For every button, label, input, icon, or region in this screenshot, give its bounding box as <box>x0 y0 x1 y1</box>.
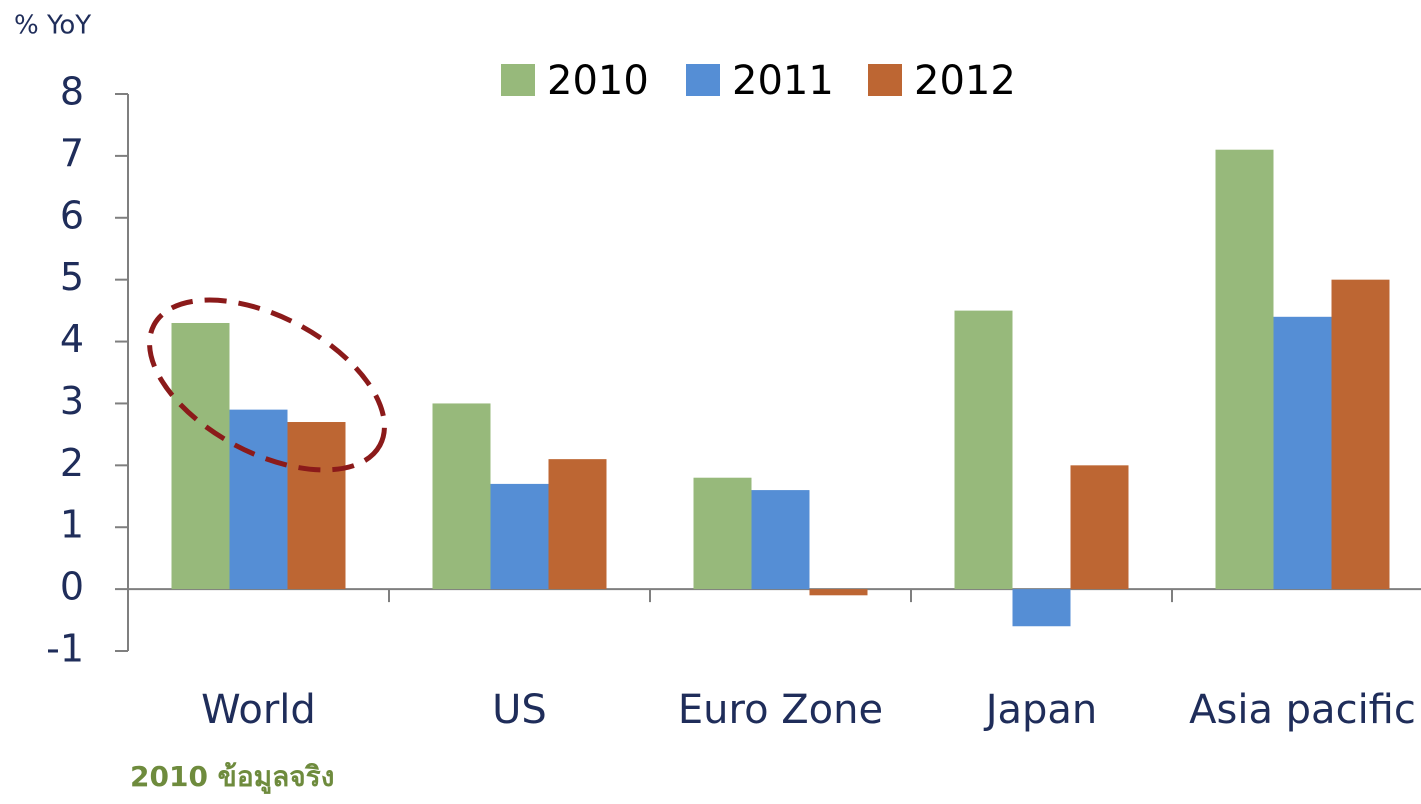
x-tick-label: World <box>201 687 316 733</box>
x-tick-label: Japan <box>983 687 1098 733</box>
y-tick-label: 6 <box>60 193 84 237</box>
y-tick-label: 1 <box>60 503 84 547</box>
y-axis-label: % YoY <box>14 11 91 41</box>
bar <box>1331 279 1390 590</box>
y-tick-label: -1 <box>46 627 84 671</box>
y-tick-label: 0 <box>60 565 84 609</box>
legend-label: 2012 <box>914 58 1016 104</box>
highlight-ellipse <box>147 297 387 473</box>
y-tick-label: 5 <box>60 255 84 299</box>
x-tick-label: US <box>492 687 547 733</box>
bar <box>287 422 346 590</box>
y-tick-label: 4 <box>60 317 84 361</box>
bar <box>229 409 288 590</box>
legend-label: 2010 <box>547 58 649 104</box>
bar <box>1070 465 1129 590</box>
legend-swatch <box>868 64 902 96</box>
bar <box>954 310 1013 590</box>
y-tick-label: 8 <box>60 70 84 114</box>
annotation: 2010 ข้อมูลจริง <box>130 760 334 794</box>
bar <box>1215 149 1274 590</box>
bar <box>809 589 868 596</box>
y-tick-label: 2 <box>60 441 84 485</box>
bar <box>171 322 230 590</box>
legend-swatch <box>501 64 535 96</box>
x-tick-label: Asia pacific <box>1189 687 1416 733</box>
bar <box>432 403 491 590</box>
bar <box>1273 316 1332 590</box>
bar <box>693 477 752 590</box>
y-tick-label: 3 <box>60 379 84 423</box>
bar <box>490 483 549 590</box>
legend-swatch <box>686 64 720 96</box>
bar <box>548 459 607 590</box>
x-tick-label: Euro Zone <box>678 687 883 733</box>
bar <box>1012 589 1071 627</box>
legend-label: 2011 <box>732 58 834 104</box>
y-tick-label: 7 <box>60 131 84 175</box>
bar <box>751 490 810 590</box>
